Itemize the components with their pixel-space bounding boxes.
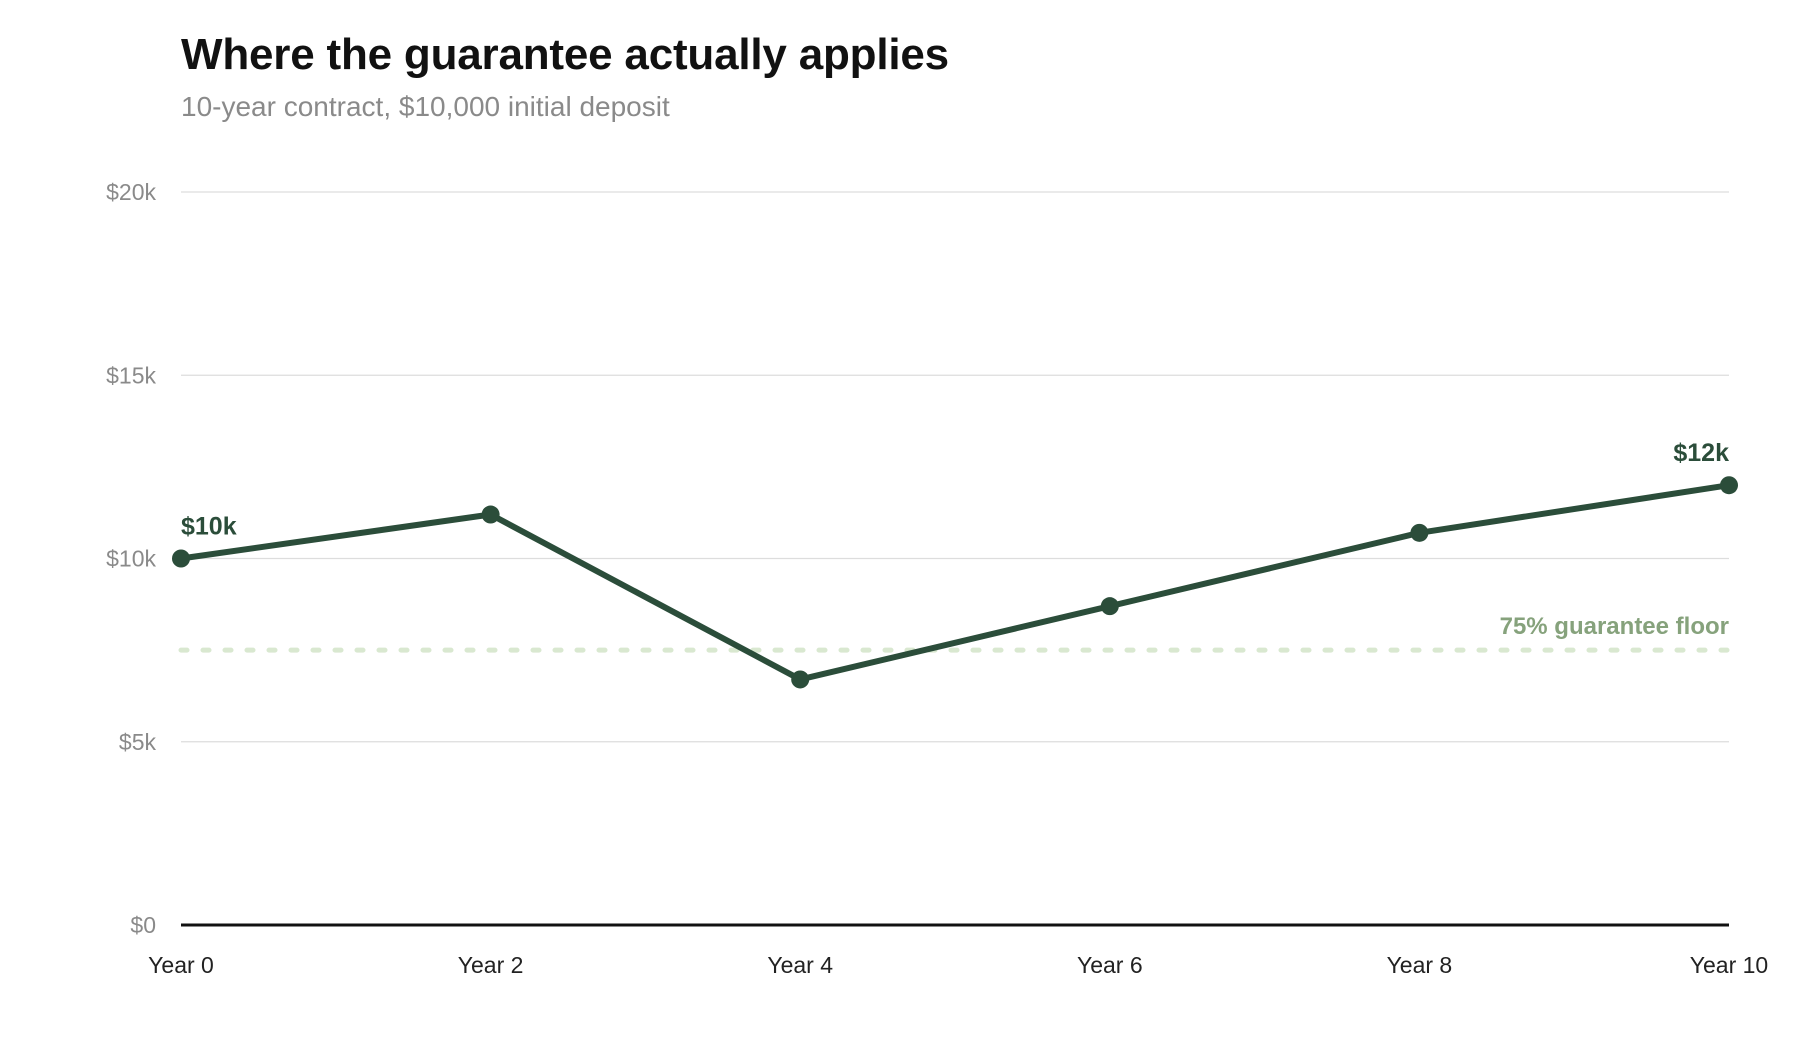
x-tick-label: Year 8	[1387, 952, 1453, 978]
data-point	[172, 549, 190, 568]
series-group	[172, 476, 1738, 689]
gridlines	[181, 191, 1729, 743]
y-tick-label: $5k	[119, 729, 157, 755]
labels-group: $0 $5k $10k $15k $20k Year 0 Year 2 Year 4 Year …	[106, 179, 1768, 978]
data-label: $10k	[181, 513, 237, 541]
x-tick-label: Year 2	[458, 952, 524, 978]
reference-line-group: 75% guarantee floor	[178, 613, 1732, 653]
x-tick-label: Year 4	[767, 952, 833, 978]
y-tick-label: $15k	[106, 362, 156, 388]
data-point	[481, 505, 500, 524]
x-tick-label: Year 0	[148, 952, 214, 978]
data-point	[1720, 476, 1738, 495]
chart-title: Where the guarantee actually applies	[181, 30, 949, 79]
y-tick-label: $10k	[106, 546, 156, 572]
data-label: $12k	[1673, 439, 1729, 467]
guarantee-floor-label: 75% guarantee floor	[1500, 613, 1729, 640]
x-tick-label: Year 6	[1077, 952, 1143, 978]
y-tick-label: $0	[130, 912, 156, 938]
series-line	[178, 482, 1732, 683]
x-tick-label: Year 10	[1690, 952, 1768, 978]
data-point	[791, 670, 810, 689]
chart-subtitle: 10-year contract, $10,000 initial deposi…	[181, 91, 670, 122]
y-tick-label: $20k	[106, 179, 156, 205]
data-point	[1410, 523, 1429, 542]
data-point	[1100, 597, 1119, 616]
